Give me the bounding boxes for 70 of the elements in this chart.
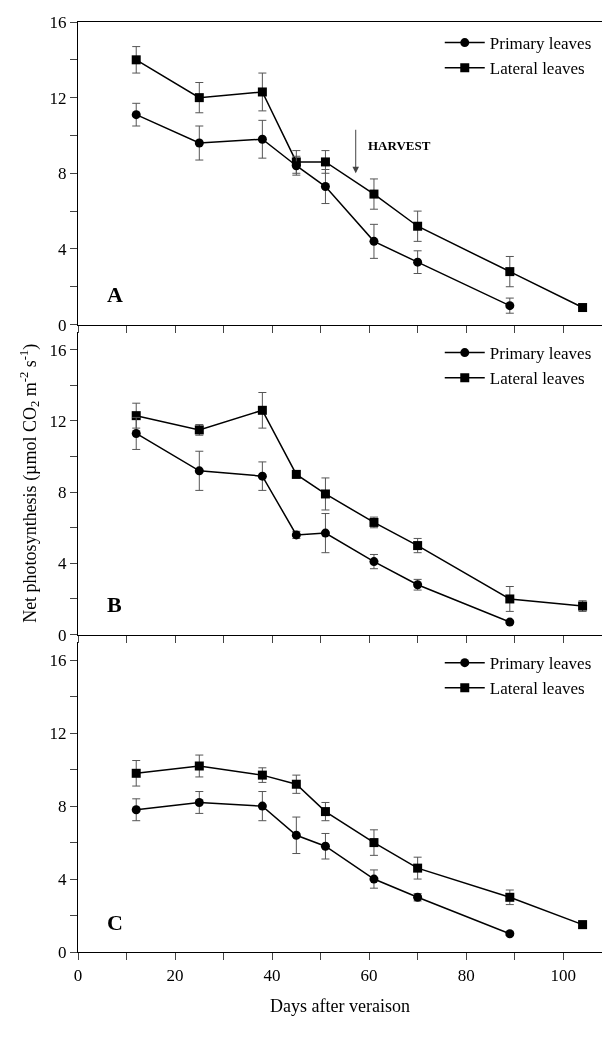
point xyxy=(320,157,330,167)
y-tick-label: 4 xyxy=(57,870,67,890)
y-tick-label: 8 xyxy=(57,164,67,184)
point xyxy=(291,779,301,789)
y-tick-label: 0 xyxy=(57,315,67,335)
annotation: HARVEST xyxy=(368,138,431,153)
point xyxy=(194,797,204,807)
y-tick-label: 4 xyxy=(57,554,67,574)
annotation: B xyxy=(107,592,122,617)
point xyxy=(131,55,141,65)
legend-label: Lateral leaves xyxy=(489,369,585,389)
y-tick-label: 12 xyxy=(49,724,67,744)
point xyxy=(505,301,515,311)
point xyxy=(413,221,423,231)
point xyxy=(257,134,267,144)
point xyxy=(194,138,204,148)
x-tick-label: 60 xyxy=(360,965,378,985)
legend-label: Lateral leaves xyxy=(489,59,585,79)
point xyxy=(369,236,379,246)
y-tick-label: 8 xyxy=(57,797,67,817)
x-tick-label: 20 xyxy=(166,965,184,985)
x-tick-label: 40 xyxy=(263,965,281,985)
point xyxy=(369,838,379,848)
point xyxy=(505,594,515,604)
point xyxy=(257,87,267,97)
x-tick-label: 100 xyxy=(550,965,576,985)
point xyxy=(320,807,330,817)
point xyxy=(413,863,423,873)
point xyxy=(131,110,141,120)
x-tick-label: 80 xyxy=(457,965,475,985)
y-tick-label: 16 xyxy=(49,651,67,671)
point xyxy=(369,557,379,567)
annotation: A xyxy=(107,282,123,307)
legend-label: Primary leaves xyxy=(489,654,592,674)
point xyxy=(194,93,204,103)
y-tick-label: 16 xyxy=(49,340,67,360)
y-tick-label: 4 xyxy=(57,239,67,259)
y-tick-label: 0 xyxy=(57,625,67,645)
y-tick-label: 16 xyxy=(49,12,67,32)
y-tick-label: 12 xyxy=(49,88,67,108)
point xyxy=(131,805,141,815)
point xyxy=(131,768,141,778)
point xyxy=(291,161,301,171)
point xyxy=(194,466,204,476)
point xyxy=(369,189,379,199)
point xyxy=(320,489,330,499)
point xyxy=(505,267,515,277)
point xyxy=(413,257,423,267)
x-axis-title: Days after veraison xyxy=(270,995,410,1016)
y-tick-label: 12 xyxy=(49,411,67,431)
legend-label: Primary leaves xyxy=(489,34,592,54)
point xyxy=(131,428,141,438)
point xyxy=(320,182,330,192)
point xyxy=(413,541,423,551)
legend-label: Lateral leaves xyxy=(489,679,585,699)
x-tick-label: 0 xyxy=(73,965,83,985)
point xyxy=(257,801,267,811)
point xyxy=(320,528,330,538)
point xyxy=(291,830,301,840)
point xyxy=(257,405,267,415)
y-tick-label: 8 xyxy=(57,483,67,503)
point xyxy=(320,841,330,851)
point xyxy=(369,874,379,884)
point xyxy=(505,892,515,902)
legend-label: Primary leaves xyxy=(489,344,592,364)
annotation: C xyxy=(107,910,123,935)
point xyxy=(578,303,588,313)
point xyxy=(194,761,204,771)
point xyxy=(257,471,267,481)
y-tick-label: 0 xyxy=(57,942,67,962)
